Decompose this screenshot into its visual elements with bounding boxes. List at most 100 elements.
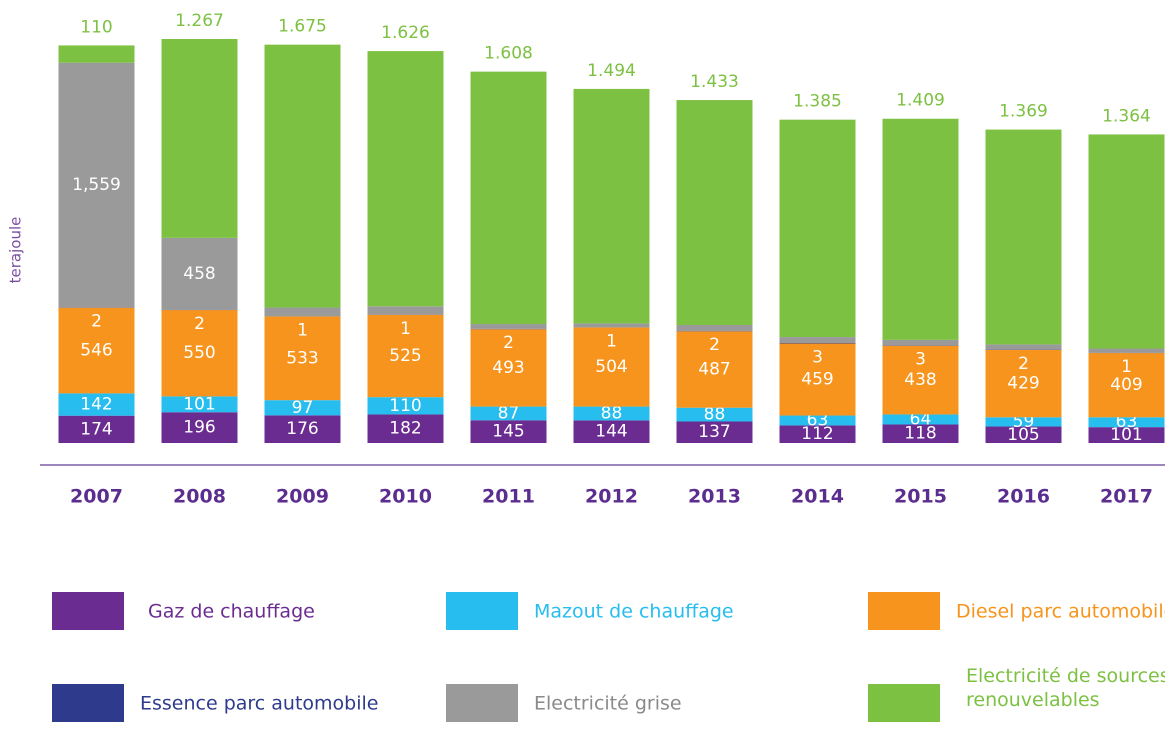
legend-label: Electricité grise [534, 693, 682, 715]
value-label: 1.608 [484, 44, 533, 64]
value-label: 1.409 [896, 91, 945, 111]
bar-segment [264, 307, 341, 317]
legend-label: Essence parc automobile [140, 693, 379, 715]
bar-segment [573, 406, 650, 421]
bar-segment [779, 337, 856, 344]
value-label: 2 [91, 312, 102, 332]
bar-segment [676, 331, 753, 408]
value-label: 137 [698, 422, 730, 442]
x-tick-label: 2014 [791, 486, 844, 508]
value-label: 546 [80, 341, 112, 361]
bar-segment [264, 415, 341, 443]
bar-segment [882, 339, 959, 346]
bar-segment [676, 407, 753, 422]
bar-segment [779, 119, 856, 338]
value-label: 550 [183, 343, 215, 363]
bar-segment [985, 417, 1062, 427]
value-label: 504 [595, 357, 627, 377]
value-label: 458 [183, 264, 215, 284]
value-label: 1.369 [999, 102, 1048, 122]
value-label: 1 [606, 331, 617, 351]
value-label: 459 [801, 370, 833, 390]
value-label: 2 [194, 314, 205, 334]
legend-swatch [52, 592, 124, 630]
bar-segment [573, 323, 650, 328]
value-label: 118 [904, 424, 936, 444]
value-label: 182 [389, 419, 421, 439]
value-label: 88 [704, 405, 726, 425]
bar-segment [58, 307, 135, 394]
value-label: 196 [183, 418, 215, 438]
value-label: 1.267 [175, 11, 224, 31]
bar-segment [470, 406, 547, 421]
bar-segment [573, 327, 650, 407]
bar-segment [985, 129, 1062, 345]
value-label: 64 [910, 409, 932, 429]
x-tick-label: 2011 [482, 486, 535, 508]
value-label: 1 [400, 319, 411, 339]
x-tick-label: 2013 [688, 486, 741, 508]
x-tick-label: 2017 [1100, 486, 1153, 508]
value-label: 110 [389, 396, 421, 416]
legend-label: Mazout de chauffage [534, 601, 734, 623]
bar-segment [58, 415, 135, 443]
value-label: 2 [709, 335, 720, 355]
value-label: 101 [1110, 425, 1142, 445]
bar-segment [367, 397, 444, 415]
value-label: 101 [183, 394, 215, 414]
x-tick-label: 2009 [276, 486, 329, 508]
bar-segment [882, 424, 959, 443]
legend-swatch [446, 684, 518, 722]
bar-segment [1088, 134, 1165, 349]
value-label: 145 [492, 422, 524, 442]
bar-segment [882, 345, 959, 415]
value-label: 105 [1007, 425, 1039, 445]
bar-segment [882, 118, 959, 340]
bar-segment [1088, 353, 1165, 418]
value-label: 3 [812, 347, 823, 367]
bar-segment [676, 421, 753, 443]
bar-segment [779, 425, 856, 443]
value-label: 174 [80, 419, 112, 439]
value-label: 176 [286, 419, 318, 439]
x-tick-label: 2010 [379, 486, 432, 508]
legend-label: Gaz de chauffage [148, 601, 315, 623]
bar-segment [779, 343, 856, 416]
legend-swatch [868, 684, 940, 722]
legend-item: Electricité de sources renouvelables [966, 665, 1165, 711]
value-label: 1.364 [1102, 106, 1151, 126]
bar-segment [367, 414, 444, 443]
bar-segment [161, 39, 238, 238]
bar-segment [161, 237, 238, 310]
value-label: 3 [915, 350, 926, 370]
bar-segment [470, 324, 547, 329]
value-label: 487 [698, 359, 730, 379]
legend-label: Diesel parc automobile [956, 601, 1165, 623]
bar-segment [367, 314, 444, 398]
value-label: 88 [601, 403, 623, 423]
value-label: 533 [286, 348, 318, 368]
value-label: 1 [297, 320, 308, 340]
x-tick-label: 2008 [173, 486, 226, 508]
bar-segment [264, 316, 341, 401]
bar-segment [367, 51, 444, 307]
value-label: 1,559 [72, 175, 121, 195]
bar-segment [367, 306, 444, 315]
bar-segment [58, 45, 135, 63]
y-axis-label: terajoule [7, 217, 25, 284]
bar-segment [1088, 427, 1165, 443]
bar-segment [470, 329, 547, 407]
value-label: 110 [80, 17, 112, 37]
value-label: 1.385 [793, 92, 842, 112]
value-label: 2 [1018, 354, 1029, 374]
x-tick-label: 2016 [997, 486, 1050, 508]
value-label: 97 [292, 398, 314, 418]
legend-swatch [52, 684, 124, 722]
bar-segment [573, 88, 650, 324]
bar-segment [1088, 417, 1165, 428]
value-label: 493 [492, 358, 524, 378]
x-tick-label: 2007 [70, 486, 123, 508]
value-label: 1.675 [278, 17, 327, 37]
bar-segment [470, 420, 547, 443]
